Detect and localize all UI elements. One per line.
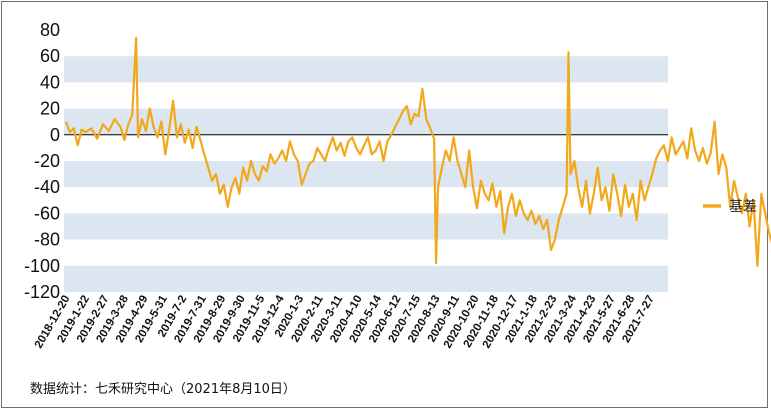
- source-note: 数据统计：七禾研究中心（2021年8月10日）: [30, 382, 296, 397]
- series-line-basis: [64, 36, 771, 267]
- legend: 基差: [703, 198, 757, 215]
- series-layer: [64, 36, 771, 267]
- y-tick-label: -20: [34, 151, 60, 171]
- y-tick-label: 20: [40, 99, 60, 119]
- y-tick-label: -60: [34, 203, 60, 223]
- y-tick-label: -80: [34, 230, 60, 250]
- y-tick-label: 0: [50, 125, 60, 145]
- grid-band: [64, 265, 668, 292]
- y-tick-label: 40: [40, 72, 60, 92]
- grid-band: [64, 56, 668, 83]
- y-tick-label: 60: [40, 46, 60, 66]
- grid-band: [64, 213, 668, 240]
- y-tick-label: -40: [34, 177, 60, 197]
- y-tick-label: -120: [24, 282, 60, 302]
- x-axis-ticks: 2018-12-202019-1-222019-2-272019-3-28201…: [33, 293, 657, 350]
- y-tick-label: -100: [24, 256, 60, 276]
- legend-label: 基差: [729, 198, 757, 215]
- y-axis-ticks: 80 60 40 20 0 -20 -40 -60 -80 -100 -120: [24, 20, 60, 302]
- y-tick-label: 80: [40, 20, 60, 40]
